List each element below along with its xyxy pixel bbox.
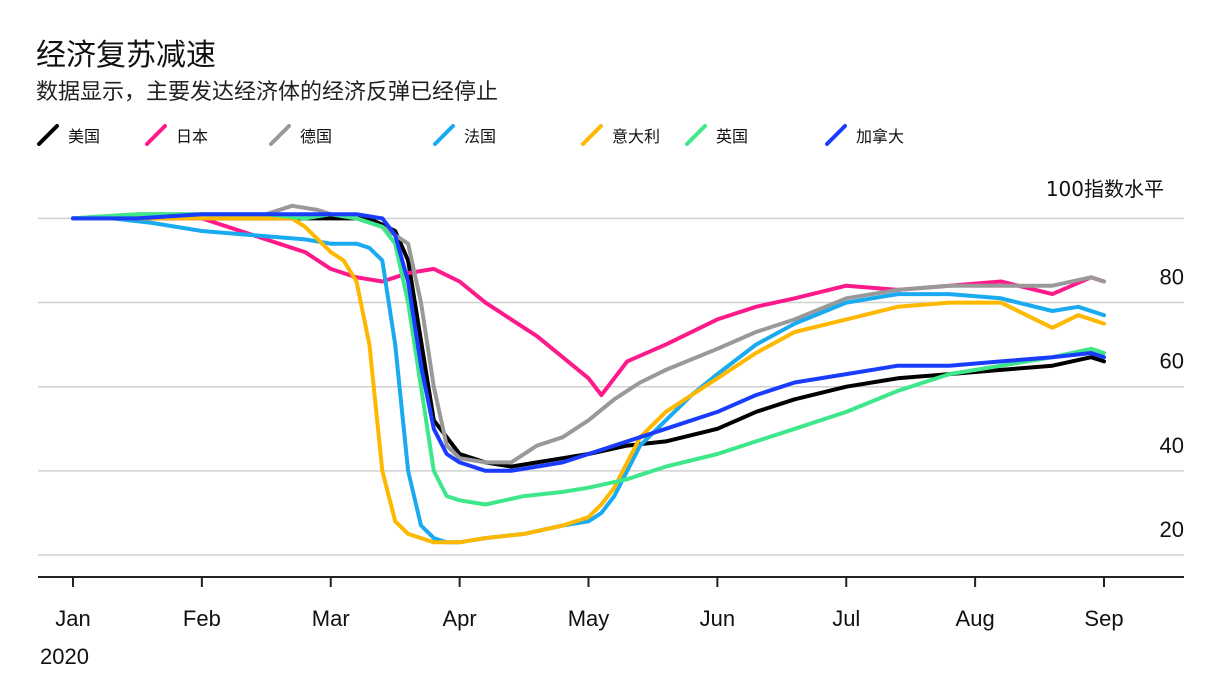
legend-swatch [685,124,707,146]
legend-item: 美国 [36,120,100,150]
y-tick-label: 40 [1160,433,1184,458]
x-tick-label: Jan [55,606,90,631]
legend: 美国 日本 德国 法国 意大利 英国 加拿大 [36,120,1196,150]
y-tick-label: 60 [1160,349,1184,374]
chart-title: 经济复苏减速 [36,38,216,73]
x-tick-label: Aug [956,606,995,631]
legend-swatch [581,124,603,146]
legend-label: 德国 [300,127,333,146]
legend-swatch [269,124,291,146]
x-tick-label: Feb [183,606,221,631]
legend-label: 日本 [176,127,209,146]
legend-swatch [37,124,59,146]
series-line-6 [71,212,1106,473]
y-tick-label: 80 [1160,265,1184,290]
x-tick-label: Sep [1084,606,1123,631]
x-tick-label: May [568,606,610,631]
legend-item: 德国 [268,120,332,150]
x-tick-label: Jun [700,606,735,631]
legend-swatch [825,124,847,146]
series-line-0 [71,216,1106,469]
legend-item: 加拿大 [824,120,904,150]
legend-label: 法国 [464,127,497,146]
series-line-4 [71,216,1106,545]
legend-item: 英国 [684,120,748,150]
legend-swatch [433,124,455,146]
chart-subtitle: 数据显示，主要发达经济体的经济反弹已经停止 [36,80,499,105]
x-tick-label: Apr [443,606,477,631]
legend-swatch [145,124,167,146]
y-axis-label: 100指数水平 [1046,177,1164,201]
legend-label: 加拿大 [856,127,905,146]
x-tick-label: Jul [832,606,860,631]
series-line-5 [71,212,1106,507]
legend-item: 意大利 [580,120,660,150]
x-year-label: 2020 [40,644,89,669]
legend-item: 法国 [432,120,496,150]
legend-label: 英国 [716,127,749,146]
series-line-1 [71,216,1106,398]
y-tick-label: 20 [1160,517,1184,542]
legend-label: 美国 [68,127,101,146]
x-tick-label: Mar [312,606,350,631]
legend-item: 日本 [144,120,208,150]
series-line-2 [71,203,1106,465]
legend-label: 意大利 [612,127,661,146]
